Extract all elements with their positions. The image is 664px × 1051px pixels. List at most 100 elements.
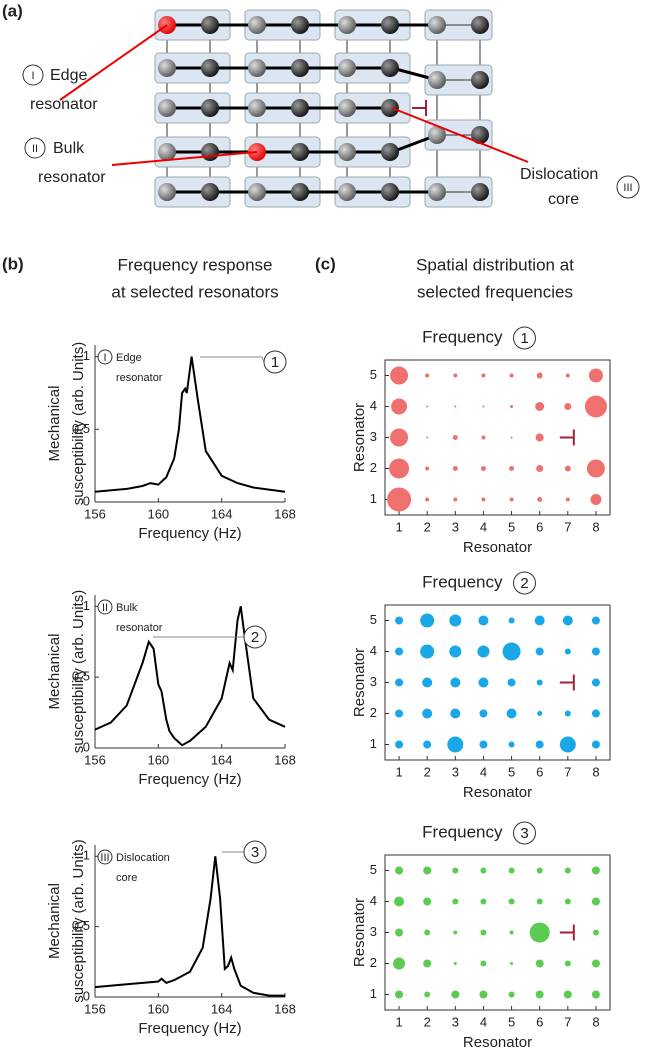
x-tick-label: 8 xyxy=(592,764,599,779)
panel-label: (b) xyxy=(2,254,24,273)
x-tick-label: 4 xyxy=(480,1014,487,1029)
marker-label: 3 xyxy=(251,844,259,861)
y-axis-label: susceptibility (arb. Units) xyxy=(70,839,87,1002)
marker-circle xyxy=(513,326,536,350)
bubble xyxy=(590,494,602,505)
x-tick-label: 1 xyxy=(395,764,402,779)
y-tick-label: 5 xyxy=(370,612,377,627)
annotation: resonator xyxy=(116,622,163,634)
x-tick-label: 156 xyxy=(84,1001,106,1016)
bubble xyxy=(591,866,600,875)
marker-circle xyxy=(243,840,267,864)
bubble xyxy=(559,736,576,753)
y-tick-label: 0.5 xyxy=(72,669,90,684)
resonator xyxy=(201,143,219,161)
bubble xyxy=(536,372,543,379)
bubble xyxy=(591,959,600,968)
resonator xyxy=(381,143,399,161)
bubble xyxy=(449,645,462,658)
x-tick-label: 3 xyxy=(452,519,459,534)
annotation: core xyxy=(116,872,137,884)
bubble xyxy=(426,436,429,439)
resonator xyxy=(471,183,489,201)
plot-frame xyxy=(384,604,611,761)
marker-label: I xyxy=(103,352,106,364)
bubble xyxy=(452,435,458,440)
bubble xyxy=(424,929,431,936)
x-axis-label: Resonator xyxy=(463,784,532,801)
heading: selected frequencies xyxy=(417,282,573,301)
bubble xyxy=(588,368,603,383)
resonator xyxy=(338,59,356,77)
y-tick-label: 1 xyxy=(83,348,90,363)
y-tick-label: 0 xyxy=(83,988,90,1003)
line-series xyxy=(94,356,286,493)
y-axis-label: susceptibility (arb. Units) xyxy=(70,590,87,753)
x-axis-label: Frequency (Hz) xyxy=(138,771,241,788)
y-axis-label: Mechanical xyxy=(46,634,63,710)
diagram-label: Edge xyxy=(50,67,87,84)
bubble xyxy=(509,930,514,935)
bubble xyxy=(509,373,514,378)
line-series xyxy=(94,856,285,997)
bubble xyxy=(535,959,544,968)
y-tick-label: 2 xyxy=(370,955,377,970)
x-axis-label: Resonator xyxy=(463,1034,532,1051)
bubble xyxy=(534,615,545,626)
marker-label: 3 xyxy=(520,825,528,842)
marker-circle xyxy=(616,175,640,199)
marker-circle xyxy=(263,350,287,374)
bubble xyxy=(454,405,457,408)
bubble xyxy=(508,617,515,624)
x-tick-label: 2 xyxy=(424,1014,431,1029)
bubble xyxy=(481,435,486,440)
bubble xyxy=(509,497,514,502)
x-tick-label: 4 xyxy=(480,764,487,779)
bubble xyxy=(395,678,404,687)
resonator xyxy=(158,143,176,161)
marker-circle xyxy=(513,571,536,595)
bubble xyxy=(535,433,544,442)
x-tick-label: 160 xyxy=(147,1001,169,1016)
bubble xyxy=(423,959,432,968)
bubble xyxy=(510,962,514,965)
annotation: resonator xyxy=(116,372,163,384)
heading: at selected resonators xyxy=(111,282,278,301)
bubble xyxy=(395,709,404,718)
y-tick-label: 5 xyxy=(370,367,377,382)
resonator xyxy=(248,183,266,201)
bubble xyxy=(395,647,404,656)
pointer xyxy=(391,107,529,163)
marker-circle xyxy=(243,625,267,649)
resonator xyxy=(158,59,176,77)
bubble xyxy=(447,736,464,753)
bubble xyxy=(389,458,410,479)
bubble xyxy=(395,928,404,937)
resonator xyxy=(338,16,356,34)
bubble xyxy=(564,960,571,967)
bubble xyxy=(423,897,432,906)
resonator xyxy=(291,16,309,34)
bubble xyxy=(452,466,458,471)
resonator xyxy=(291,99,309,117)
x-tick-label: 6 xyxy=(536,764,543,779)
y-axis-label: Resonator xyxy=(351,898,368,967)
y-tick-label: 1 xyxy=(83,598,90,613)
bubble xyxy=(452,867,459,874)
y-tick-label: 0 xyxy=(83,493,90,508)
bubble xyxy=(481,497,486,502)
x-tick-label: 5 xyxy=(508,519,515,534)
x-tick-label: 164 xyxy=(211,1001,233,1016)
bubble xyxy=(502,642,521,661)
bubble xyxy=(450,708,461,719)
resonator xyxy=(201,99,219,117)
x-tick-label: 7 xyxy=(564,1014,571,1029)
diagram-label: resonator xyxy=(38,169,106,186)
x-tick-label: 3 xyxy=(452,1014,459,1029)
panel-label: (c) xyxy=(315,254,336,273)
bubble xyxy=(565,497,570,502)
plot-frame xyxy=(384,854,611,1011)
y-axis-label: Resonator xyxy=(351,403,368,472)
marker-label: II xyxy=(102,602,108,614)
line-series xyxy=(94,606,286,747)
